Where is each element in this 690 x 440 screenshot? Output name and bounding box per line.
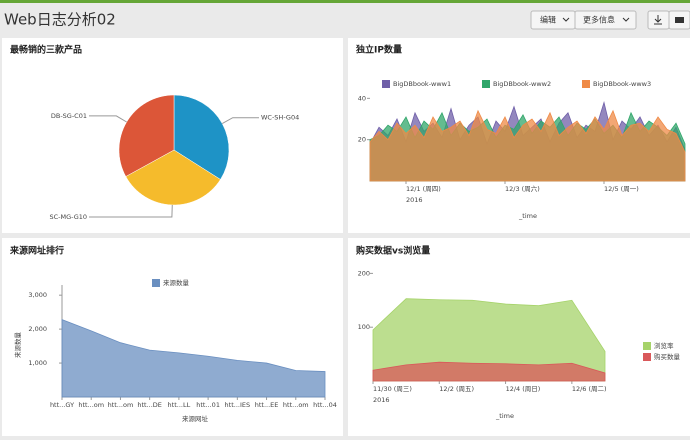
y-tick-label: 1,000 bbox=[28, 359, 47, 367]
legend-label: 浏览率 bbox=[654, 341, 674, 350]
x-tick-label: htt...IES bbox=[225, 401, 251, 409]
legend-label: BigDBbook-www3 bbox=[593, 80, 651, 88]
legend-label: BigDBbook-www1 bbox=[393, 80, 451, 88]
x-sublabel: 2016 bbox=[406, 196, 423, 204]
leader-line bbox=[89, 115, 127, 123]
x-axis-title: _time bbox=[518, 212, 537, 220]
slice-label: WC-SH-G04 bbox=[261, 114, 299, 122]
legend-swatch bbox=[643, 342, 651, 350]
x-axis-title: 来源网址 bbox=[182, 414, 209, 423]
legend-swatch bbox=[643, 353, 651, 361]
area bbox=[369, 109, 686, 182]
panel bbox=[2, 238, 343, 436]
x-tick-label: htt...01 bbox=[196, 401, 220, 409]
slice-label: DB-SG-C01 bbox=[51, 112, 87, 120]
x-tick-label: htt...GY bbox=[50, 401, 74, 409]
legend-swatch bbox=[582, 80, 590, 88]
legend-swatch bbox=[382, 80, 390, 88]
x-axis-title: _time bbox=[495, 412, 514, 420]
top-bar bbox=[0, 0, 690, 3]
x-tick-label: 12/3 (周六) bbox=[505, 184, 540, 193]
pie-slice bbox=[173, 94, 230, 180]
x-tick-label: htt...om bbox=[108, 401, 134, 409]
y-tick-label: 3,000 bbox=[28, 291, 47, 299]
area bbox=[61, 319, 326, 398]
y-tick-label: 100 bbox=[358, 323, 370, 331]
y-tick-label: 20 bbox=[358, 136, 366, 144]
x-tick-label: htt...om bbox=[283, 401, 309, 409]
panel-title: 最畅销的三款产品 bbox=[10, 44, 82, 56]
x-tick-label: 12/6 (周二) bbox=[572, 385, 607, 393]
y-tick-label: 40 bbox=[358, 94, 366, 102]
x-tick-label: 12/4 (周日) bbox=[506, 385, 541, 393]
panel-title: 购买数据vs浏览量 bbox=[356, 245, 430, 257]
x-sublabel: 2016 bbox=[373, 396, 390, 404]
slice-label: SC-MG-G10 bbox=[49, 213, 87, 221]
caret bbox=[622, 17, 630, 22]
export-icon bbox=[654, 15, 662, 25]
x-tick-label: 12/5 (周一) bbox=[604, 185, 639, 193]
caret bbox=[562, 17, 570, 22]
x-tick-label: htt...EE bbox=[255, 401, 279, 409]
dashboard-title: Web日志分析02 bbox=[4, 11, 116, 29]
more-button-label[interactable]: 更多信息 bbox=[583, 15, 615, 25]
x-tick-label: htt...DE bbox=[137, 401, 162, 409]
pie-slice bbox=[118, 94, 175, 177]
panel-title: 来源网址排行 bbox=[9, 245, 64, 257]
x-tick-label: 12/1 (周四) bbox=[406, 185, 441, 193]
x-tick-label: htt...om bbox=[78, 401, 104, 409]
x-tick-label: 11/30 (周三) bbox=[373, 385, 412, 393]
leader-line bbox=[221, 117, 259, 124]
legend-label: 购买数量 bbox=[654, 352, 681, 361]
area bbox=[372, 298, 606, 382]
print-icon bbox=[675, 17, 684, 23]
legend-swatch bbox=[482, 80, 490, 88]
panel-title: 独立IP数量 bbox=[355, 44, 402, 56]
legend-label: 来源数量 bbox=[163, 278, 190, 287]
area bbox=[372, 361, 606, 382]
leader-line bbox=[89, 204, 173, 218]
y-axis-title: 来源数量 bbox=[13, 332, 22, 359]
y-tick-label: 200 bbox=[358, 269, 370, 277]
x-tick-label: htt...04 bbox=[313, 401, 337, 409]
legend-swatch bbox=[152, 279, 160, 287]
x-tick-label: 12/2 (周五) bbox=[439, 385, 474, 393]
legend-label: BigDBbook-www2 bbox=[493, 80, 551, 88]
x-tick-label: htt...LL bbox=[168, 401, 191, 409]
more-button[interactable] bbox=[574, 10, 637, 30]
edit-button-label[interactable]: 编辑 bbox=[540, 15, 556, 25]
y-tick-label: 2,000 bbox=[28, 325, 47, 333]
